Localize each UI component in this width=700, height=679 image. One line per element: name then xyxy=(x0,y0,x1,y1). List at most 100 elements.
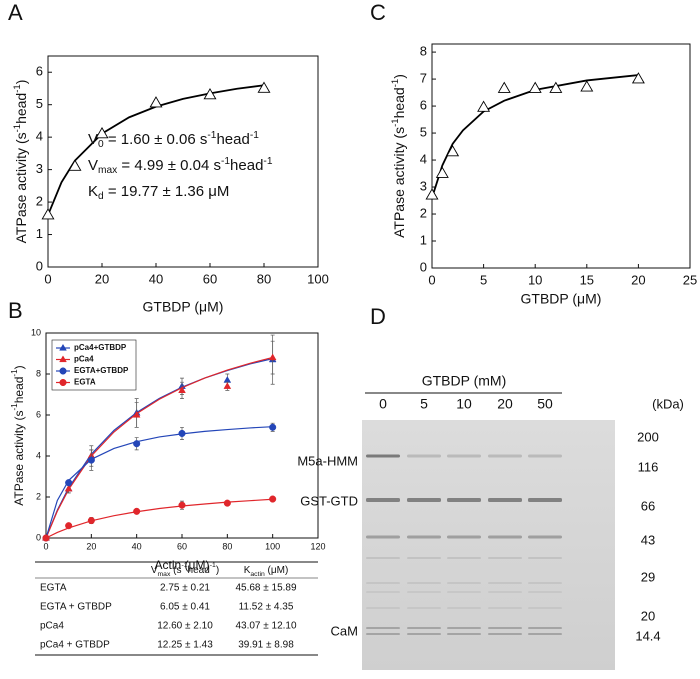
annotation-part: K xyxy=(88,183,98,200)
band-label: CaM xyxy=(331,623,358,638)
data-point xyxy=(223,376,232,383)
annotation: V0 = 1.60 ± 0.06 s-1head-1 xyxy=(88,130,259,150)
y-axis-label-part: -1 xyxy=(12,124,23,132)
data-point xyxy=(549,81,563,93)
gel-band xyxy=(407,582,441,584)
lane-label: 5 xyxy=(420,396,428,412)
data-point xyxy=(149,96,163,108)
data-point xyxy=(133,507,141,515)
annotation-part: -1 xyxy=(207,130,216,141)
data-point xyxy=(95,127,109,139)
annotation-part: = 1.60 ± 0.06 s xyxy=(104,131,208,148)
gel-band xyxy=(488,633,522,635)
table-header-part: head xyxy=(188,565,210,576)
gel-band xyxy=(407,627,441,629)
y-tick-label: 2 xyxy=(36,491,41,501)
data-point xyxy=(65,522,73,530)
band-label: GST-GTD xyxy=(300,493,358,508)
y-axis-label-part: head xyxy=(391,87,407,118)
data-point xyxy=(269,423,277,431)
x-tick-label: 40 xyxy=(132,541,142,551)
x-tick-label: 15 xyxy=(580,272,594,287)
marker-label: 20 xyxy=(641,608,655,623)
x-tick-label: 25 xyxy=(683,272,697,287)
table-header-part: max xyxy=(158,571,171,578)
table-header-part: actin xyxy=(250,571,265,578)
annotation-part: head xyxy=(216,131,249,148)
marker-label: 29 xyxy=(641,569,655,584)
data-point xyxy=(178,429,186,438)
band-label: M5a-HMM xyxy=(297,453,358,468)
data-point xyxy=(269,495,277,503)
data-point xyxy=(64,484,73,492)
gel-band xyxy=(528,627,562,629)
gel-band xyxy=(488,454,522,458)
gel-band xyxy=(366,591,400,593)
x-tick-label: 120 xyxy=(310,541,325,551)
data-point xyxy=(268,353,277,361)
table-header-part: -1 xyxy=(181,562,187,569)
gel-band xyxy=(366,498,400,502)
legend-label: EGTA xyxy=(74,378,96,387)
gel-band xyxy=(366,633,400,635)
gel-band xyxy=(407,535,441,539)
x-tick-label: 0 xyxy=(428,272,435,287)
y-axis-label-part: ) xyxy=(391,74,407,79)
data-point xyxy=(497,81,511,93)
fit-curve xyxy=(47,84,265,216)
gel-band xyxy=(447,557,481,559)
gel-band xyxy=(528,633,562,635)
gel-image xyxy=(362,420,615,670)
annotation-part: = 19.77 ± 1.36 μM xyxy=(104,183,230,200)
lane-label: 10 xyxy=(456,396,472,412)
y-axis-label-part: -1 xyxy=(10,369,19,377)
data-point xyxy=(87,517,95,525)
x-tick-label: 5 xyxy=(480,272,487,287)
data-point xyxy=(87,456,95,464)
y-tick-label: 2 xyxy=(36,194,43,209)
gel-band xyxy=(407,633,441,635)
table-cell: 11.52 ± 4.35 xyxy=(239,602,294,613)
gel-band xyxy=(407,498,441,502)
data-point xyxy=(65,479,73,487)
annotation-part: head xyxy=(230,157,263,174)
legend-marker xyxy=(59,378,67,387)
x-tick-label: 60 xyxy=(203,271,217,286)
y-tick-label: 8 xyxy=(420,44,427,59)
table-cell: 45.68 ± 15.89 xyxy=(235,583,297,594)
y-axis-label-part: ) xyxy=(13,80,29,85)
plot-frame xyxy=(47,55,319,268)
x-tick-label: 20 xyxy=(95,271,109,286)
y-tick-label: 1 xyxy=(420,232,427,247)
y-tick-label: 6 xyxy=(420,98,427,113)
gel-band xyxy=(447,591,481,593)
gel-title: GTBDP (mM) xyxy=(422,373,507,389)
table-cell: 39.91 ± 8.98 xyxy=(238,640,294,651)
gel-band xyxy=(447,454,481,458)
gel-band xyxy=(488,607,522,609)
y-axis-label-part: head xyxy=(13,93,29,124)
y-tick-label: 3 xyxy=(420,178,427,193)
data-point xyxy=(223,382,232,389)
data-point xyxy=(425,188,439,200)
data-point xyxy=(203,88,217,100)
table-row-label: EGTA xyxy=(40,583,67,594)
legend-marker xyxy=(59,343,67,351)
gel-band xyxy=(447,498,481,502)
marker-label: 200 xyxy=(637,429,659,444)
annotation-part: -1 xyxy=(250,130,259,141)
y-axis-label-part: -1 xyxy=(390,118,401,126)
y-tick-label: 2 xyxy=(420,205,427,220)
gel-band xyxy=(447,633,481,635)
y-tick-label: 6 xyxy=(36,64,43,79)
gel-band xyxy=(407,591,441,593)
annotation-part: max xyxy=(98,165,117,176)
gel-band xyxy=(528,582,562,584)
legend-marker xyxy=(59,355,67,363)
data-point xyxy=(132,410,141,418)
x-axis-label: GTBDP (μM) xyxy=(143,299,224,315)
y-tick-label: 4 xyxy=(420,151,427,166)
legend-label: EGTA+GTBDP xyxy=(74,366,129,375)
data-point xyxy=(41,208,55,220)
y-tick-label: 6 xyxy=(36,409,41,419)
